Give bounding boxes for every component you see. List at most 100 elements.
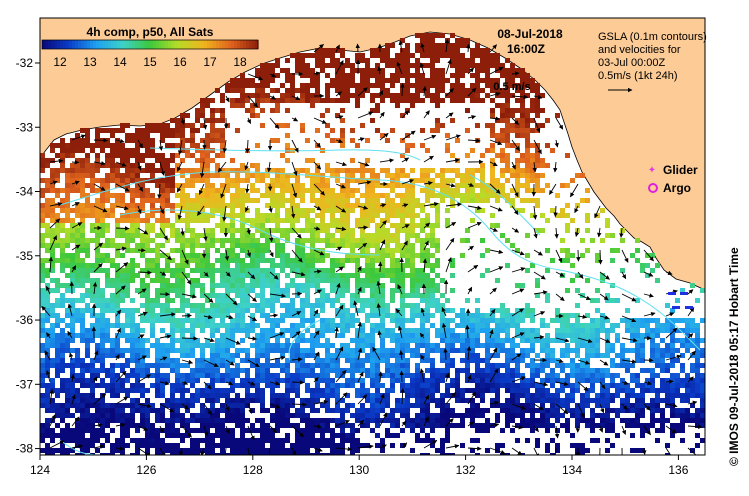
sst-cell	[530, 158, 535, 163]
sst-cell	[180, 413, 185, 418]
sst-cell	[470, 323, 475, 328]
sst-cell	[340, 333, 345, 338]
sst-cell	[450, 58, 455, 63]
sst-cell	[660, 408, 665, 413]
sst-cell	[450, 408, 455, 413]
sst-cell	[520, 283, 525, 288]
sst-cell	[115, 218, 120, 223]
sst-cell	[240, 328, 245, 333]
sst-cell	[310, 188, 315, 193]
sst-cell	[395, 73, 400, 78]
sst-cell	[270, 343, 275, 348]
sst-cell	[50, 218, 55, 223]
sst-cell	[320, 193, 325, 198]
sst-cell	[300, 208, 305, 213]
sst-cell	[385, 328, 390, 333]
sst-cell	[530, 368, 535, 373]
sst-cell	[330, 393, 335, 398]
sst-cell	[450, 383, 455, 388]
sst-cell	[500, 348, 505, 353]
sst-cell	[465, 38, 470, 43]
sst-cell	[390, 98, 395, 103]
sst-cell	[320, 113, 325, 118]
sst-cell	[370, 393, 375, 398]
sst-cell	[270, 393, 275, 398]
sst-cell	[65, 323, 70, 328]
sst-cell	[555, 193, 560, 198]
sst-cell	[220, 303, 225, 308]
sst-cell	[630, 388, 635, 393]
sst-cell	[375, 408, 380, 413]
sst-cell	[505, 338, 510, 343]
sst-cell	[275, 318, 280, 323]
sst-cell	[285, 233, 290, 238]
sst-cell	[120, 378, 125, 383]
sst-cell	[150, 213, 155, 218]
sst-cell	[85, 273, 90, 278]
sst-cell	[380, 233, 385, 238]
sst-cell	[80, 218, 85, 223]
sst-cell	[260, 343, 265, 348]
sst-cell	[250, 343, 255, 348]
sst-cell	[470, 328, 475, 333]
sst-cell	[205, 263, 210, 268]
sst-cell	[695, 348, 700, 353]
sst-cell	[475, 353, 480, 358]
sst-cell	[515, 88, 520, 93]
sst-cell	[550, 338, 555, 343]
sst-cell	[300, 283, 305, 288]
sst-cell	[370, 83, 375, 88]
sst-cell	[280, 353, 285, 358]
sst-cell	[210, 358, 215, 363]
sst-cell	[345, 238, 350, 243]
sst-cell	[440, 168, 445, 173]
sst-cell	[510, 123, 515, 128]
sst-cell	[195, 168, 200, 173]
sst-cell	[295, 58, 300, 63]
sst-cell	[170, 348, 175, 353]
sst-cell	[375, 378, 380, 383]
sst-cell	[335, 323, 340, 328]
sst-cell	[245, 353, 250, 358]
sst-cell	[230, 218, 235, 223]
sst-cell	[265, 63, 270, 68]
sst-cell	[245, 393, 250, 398]
sst-cell	[405, 133, 410, 138]
sst-cell	[360, 53, 365, 58]
sst-cell	[300, 318, 305, 323]
sst-cell	[440, 43, 445, 48]
sst-cell	[360, 338, 365, 343]
sst-cell	[505, 403, 510, 408]
sst-cell	[255, 208, 260, 213]
sst-cell	[500, 338, 505, 343]
sst-cell	[450, 308, 455, 313]
sst-cell	[125, 148, 130, 153]
sst-cell	[45, 273, 50, 278]
sst-cell	[295, 388, 300, 393]
sst-cell	[365, 298, 370, 303]
sst-cell	[190, 278, 195, 283]
sst-cell	[80, 233, 85, 238]
sst-cell	[535, 368, 540, 373]
sst-cell	[105, 268, 110, 273]
sst-cell	[175, 163, 180, 168]
sst-cell	[355, 143, 360, 148]
sst-cell	[350, 313, 355, 318]
sst-cell	[330, 283, 335, 288]
sst-cell	[390, 288, 395, 293]
sst-cell	[200, 343, 205, 348]
sst-cell	[60, 268, 65, 273]
sst-cell	[285, 133, 290, 138]
sst-cell	[445, 323, 450, 328]
sst-cell	[240, 293, 245, 298]
sst-cell	[100, 358, 105, 363]
sst-cell	[400, 288, 405, 293]
sst-cell	[360, 193, 365, 198]
sst-cell	[410, 293, 415, 298]
sst-cell	[495, 343, 500, 348]
sst-cell	[305, 413, 310, 418]
sst-cell	[445, 333, 450, 338]
sst-cell	[80, 308, 85, 313]
sst-cell	[70, 283, 75, 288]
sst-cell	[100, 143, 105, 148]
